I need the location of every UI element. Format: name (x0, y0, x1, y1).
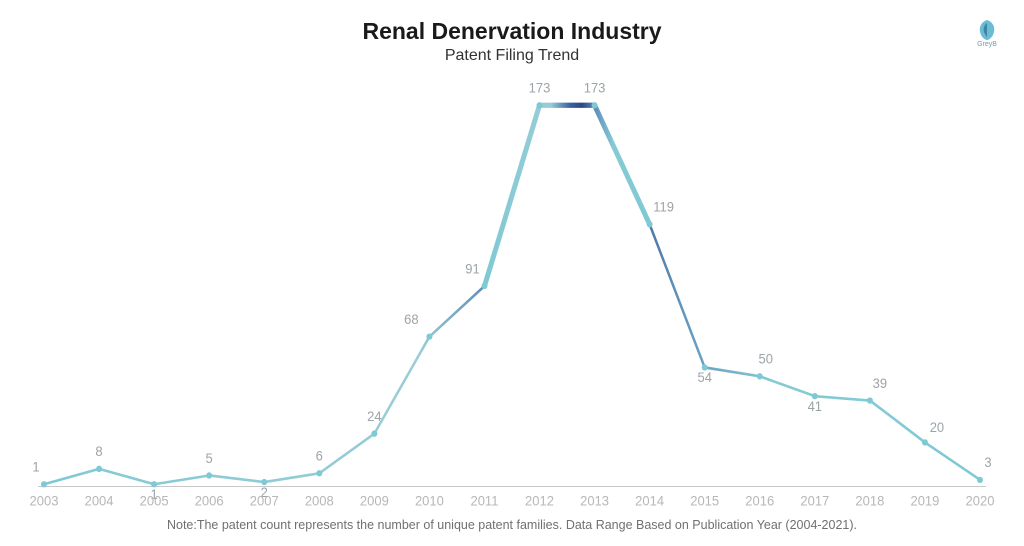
data-point (371, 430, 377, 436)
data-point (41, 481, 47, 487)
data-point (206, 472, 212, 478)
data-point (592, 102, 598, 108)
data-point (867, 397, 873, 403)
data-point (96, 466, 102, 472)
chart-subtitle: Patent Filing Trend (22, 47, 1002, 65)
data-label: 50 (759, 351, 773, 366)
x-tick-label: 2012 (525, 493, 554, 508)
data-point (647, 221, 653, 227)
data-point (977, 477, 983, 483)
x-tick-label: 2018 (855, 493, 884, 508)
chart-note: Note:The patent count represents the num… (22, 518, 1002, 532)
x-tick-label: 2015 (690, 493, 719, 508)
trend-line (44, 105, 980, 484)
x-tick-label: 2017 (800, 493, 829, 508)
data-label: 41 (808, 399, 822, 414)
x-tick-label: 2005 (140, 493, 169, 508)
data-label: 24 (367, 409, 382, 424)
data-label: 5 (206, 450, 213, 465)
x-tick-label: 2006 (195, 493, 224, 508)
data-label: 119 (653, 199, 674, 214)
data-label: 8 (95, 444, 102, 459)
chart-area: 1200382004120055200622007620082420096820… (22, 73, 1002, 516)
data-point (757, 373, 763, 379)
data-label: 3 (984, 455, 991, 470)
data-label: 6 (316, 448, 323, 463)
x-tick-label: 2020 (966, 493, 995, 508)
x-tick-label: 2016 (745, 493, 774, 508)
x-tick-label: 2008 (305, 493, 334, 508)
data-point (481, 283, 487, 289)
watermark-logo: GreyB (974, 18, 1000, 48)
chart-title: Renal Denervation Industry (22, 18, 1002, 45)
x-tick-label: 2007 (250, 493, 279, 508)
watermark-label: GreyB (977, 41, 997, 48)
x-tick-label: 2011 (470, 493, 498, 508)
data-label: 1 (32, 459, 39, 474)
x-tick-label: 2014 (635, 493, 664, 508)
x-tick-label: 2013 (580, 493, 609, 508)
data-label: 68 (404, 312, 418, 327)
data-label: 39 (873, 376, 887, 391)
x-tick-label: 2004 (85, 493, 114, 508)
trend-line-peak (485, 105, 650, 286)
x-tick-label: 2019 (910, 493, 939, 508)
data-label: 91 (465, 261, 479, 276)
data-label: 173 (529, 80, 551, 95)
data-label: 173 (584, 80, 606, 95)
data-point (316, 470, 322, 476)
data-label: 20 (930, 420, 944, 435)
data-point (537, 102, 543, 108)
x-tick-label: 2003 (30, 493, 59, 508)
x-tick-label: 2009 (360, 493, 389, 508)
x-tick-label: 2010 (415, 493, 444, 508)
data-point (426, 333, 432, 339)
data-point (922, 439, 928, 445)
data-label: 54 (697, 370, 712, 385)
line-chart: 1200382004120055200622007620082420096820… (22, 73, 1002, 516)
